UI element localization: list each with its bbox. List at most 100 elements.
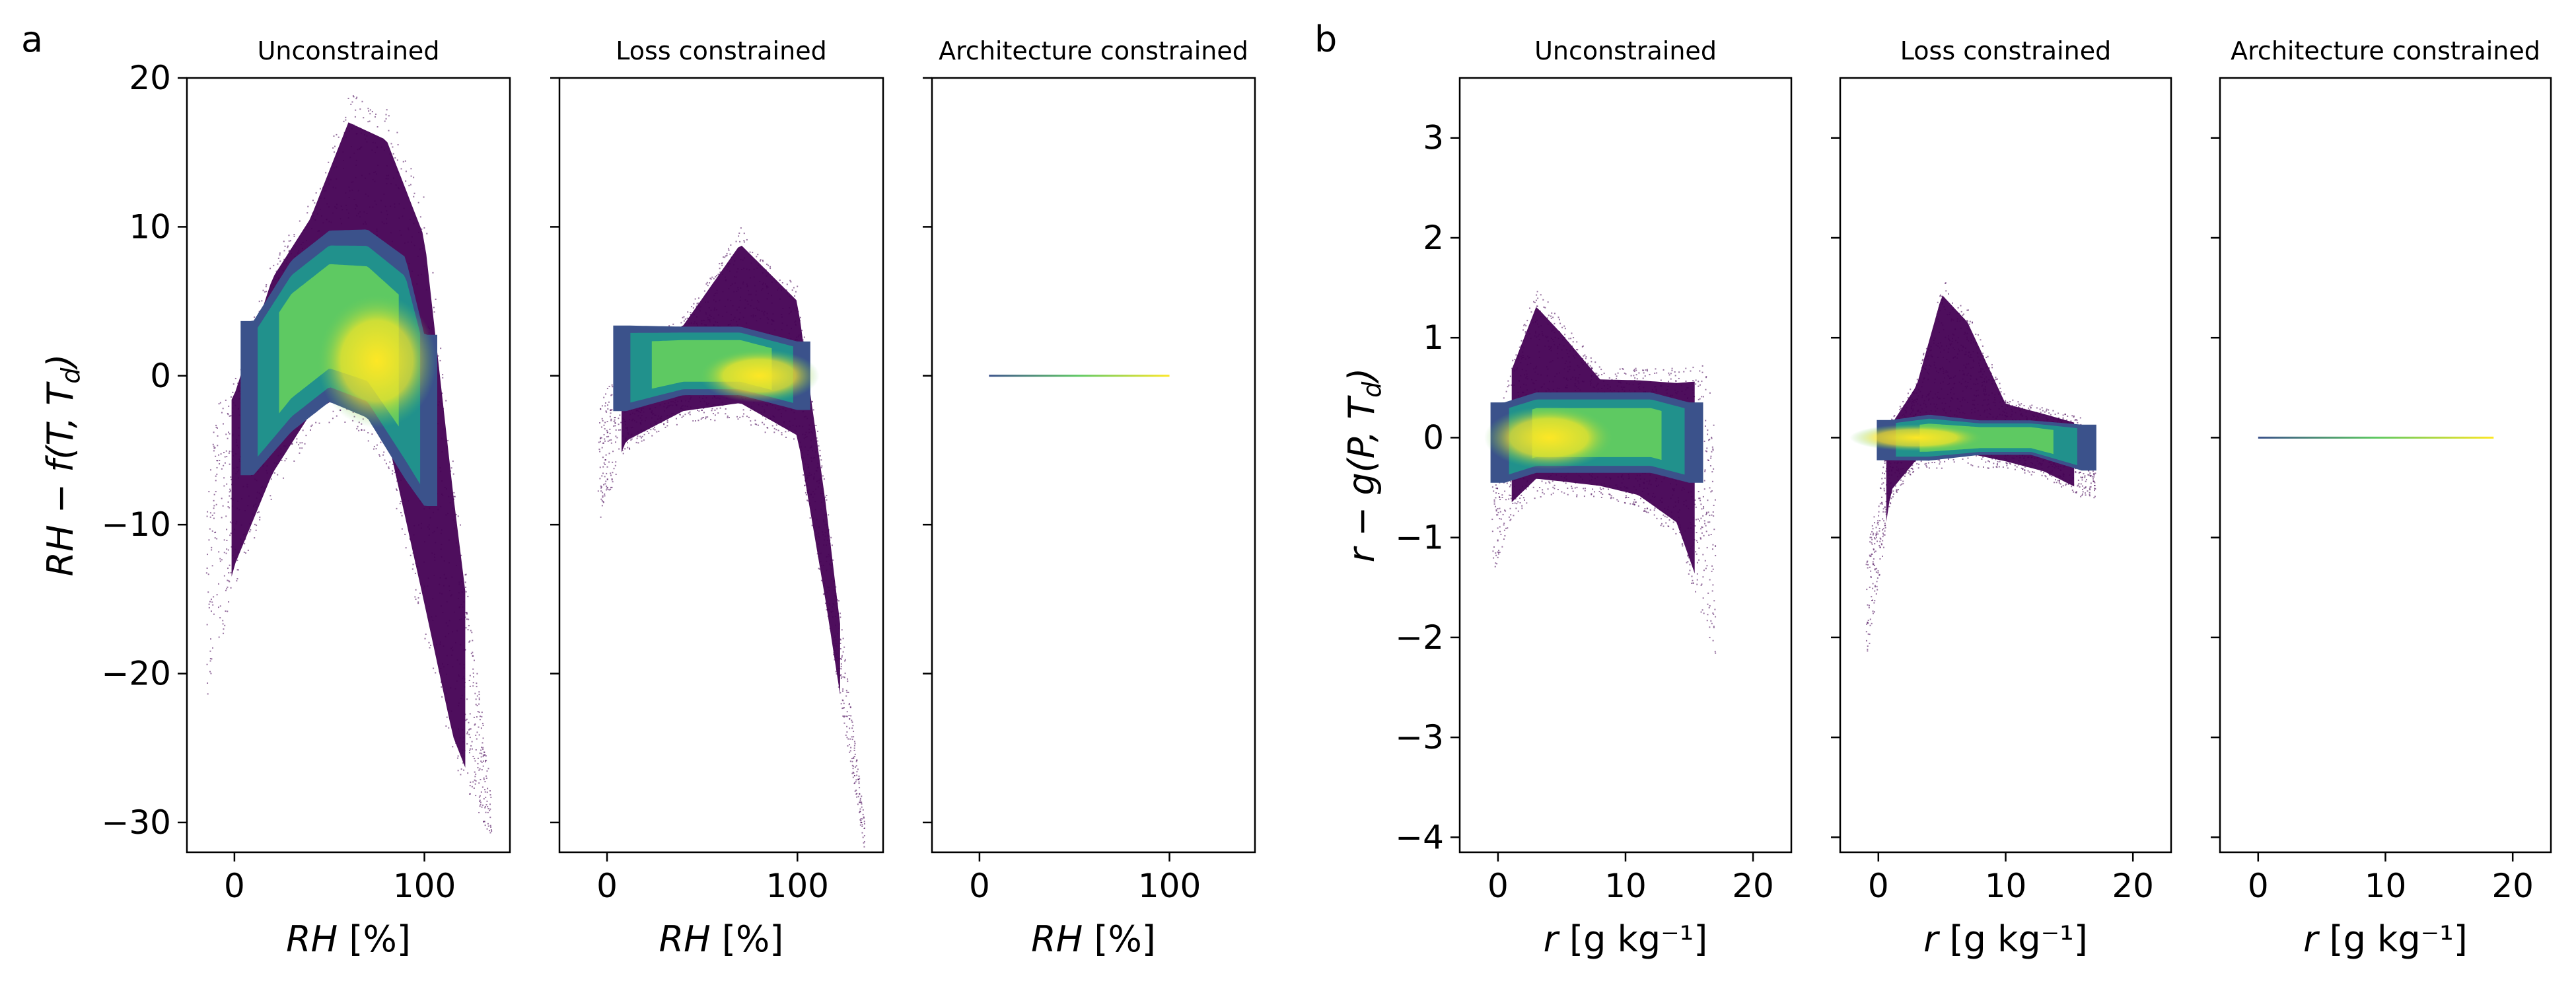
scatter-point — [614, 425, 616, 427]
scatter-point — [794, 295, 796, 297]
scatter-point — [1635, 501, 1637, 503]
scatter-point — [1633, 369, 1635, 371]
scatter-point — [1698, 398, 1699, 400]
scatter-point — [742, 409, 744, 411]
scatter-point — [219, 463, 221, 465]
scatter-point — [1509, 375, 1511, 377]
scatter-point — [208, 539, 210, 541]
scatter-point — [478, 726, 480, 728]
scatter-point — [705, 416, 707, 418]
scatter-point — [1495, 492, 1497, 494]
scatter-point — [397, 144, 399, 146]
scatter-point — [680, 322, 682, 324]
scatter-point — [217, 606, 219, 608]
scatter-point — [767, 427, 769, 429]
scatter-point — [1699, 497, 1701, 499]
scatter-point — [859, 778, 861, 780]
scatter-point — [224, 456, 226, 458]
scatter-point — [368, 110, 370, 112]
scatter-point — [846, 737, 848, 739]
scatter-point — [484, 807, 486, 809]
scatter-point — [599, 422, 601, 424]
scatter-point — [727, 415, 729, 417]
scatter-point — [415, 599, 417, 601]
scatter-point — [1711, 490, 1713, 492]
scatter-point — [475, 704, 477, 706]
scatter-point — [1713, 504, 1715, 506]
scatter-point — [222, 620, 224, 622]
scatter-point — [863, 821, 865, 823]
scatter-point — [701, 409, 703, 411]
scatter-point — [1527, 486, 1529, 488]
scatter-point — [1671, 369, 1673, 371]
scatter-point — [710, 419, 712, 421]
scatter-point — [385, 462, 387, 464]
scatter-point — [773, 427, 775, 429]
density-peak — [699, 349, 820, 403]
scatter-point — [384, 459, 386, 461]
scatter-point — [606, 478, 608, 480]
scatter-point — [485, 804, 487, 806]
scatter-point — [743, 240, 745, 242]
scatter-point — [209, 469, 211, 471]
scatter-point — [618, 423, 620, 425]
scatter-point — [1692, 367, 1694, 369]
scatter-point — [1495, 497, 1497, 499]
scatter-point — [1592, 488, 1594, 490]
scatter-point — [429, 647, 431, 649]
scatter-point — [714, 409, 716, 411]
scatter-point — [860, 822, 862, 824]
scatter-point — [855, 765, 857, 767]
scatter-point — [604, 476, 606, 478]
scatter-point — [1616, 377, 1618, 379]
scatter-point — [1519, 497, 1521, 499]
scatter-point — [281, 459, 283, 461]
scatter-point — [332, 418, 334, 420]
scatter-point — [441, 696, 443, 698]
scatter-point — [700, 418, 702, 420]
scatter-point — [666, 425, 668, 427]
scatter-point — [262, 289, 264, 291]
scatter-point — [306, 212, 308, 214]
scatter-point — [1571, 346, 1573, 348]
scatter-point — [378, 454, 380, 456]
scatter-point — [603, 424, 605, 426]
scatter-point — [863, 823, 865, 825]
scatter-point — [478, 691, 480, 693]
scatter-point — [839, 612, 841, 614]
scatter-point — [851, 727, 853, 729]
scatter-point — [210, 610, 212, 612]
scatter-point — [615, 435, 617, 437]
scatter-point — [457, 755, 459, 757]
scatter-point — [472, 781, 474, 783]
scatter-point — [485, 796, 487, 798]
panel-letter-a: a — [21, 18, 43, 60]
scatter-point — [602, 496, 604, 498]
scatter-point — [474, 783, 476, 785]
scatter-point — [1503, 529, 1505, 531]
scatter-point — [244, 542, 246, 544]
scatter-point — [310, 425, 312, 427]
scatter-point — [441, 686, 443, 688]
scatter-point — [738, 235, 740, 237]
scatter-point — [413, 192, 415, 194]
scatter-point — [343, 120, 345, 122]
scatter-point — [654, 426, 656, 428]
scatter-point — [484, 825, 486, 826]
scatter-point — [679, 414, 681, 416]
scatter-point — [849, 727, 851, 729]
scatter-point — [367, 108, 369, 110]
scatter-point — [227, 579, 229, 581]
scatter-point — [1587, 362, 1589, 364]
scatter-point — [207, 573, 209, 575]
scatter-point — [293, 234, 295, 236]
scatter-point — [345, 116, 347, 118]
scatter-point — [1594, 491, 1596, 493]
scatter-point — [1704, 523, 1706, 525]
scatter-point — [1608, 377, 1610, 379]
scatter-point — [765, 418, 767, 420]
scatter-point — [1713, 468, 1715, 470]
scatter-point — [600, 408, 602, 410]
scatter-point — [466, 733, 468, 735]
scatter-point — [1638, 372, 1640, 374]
